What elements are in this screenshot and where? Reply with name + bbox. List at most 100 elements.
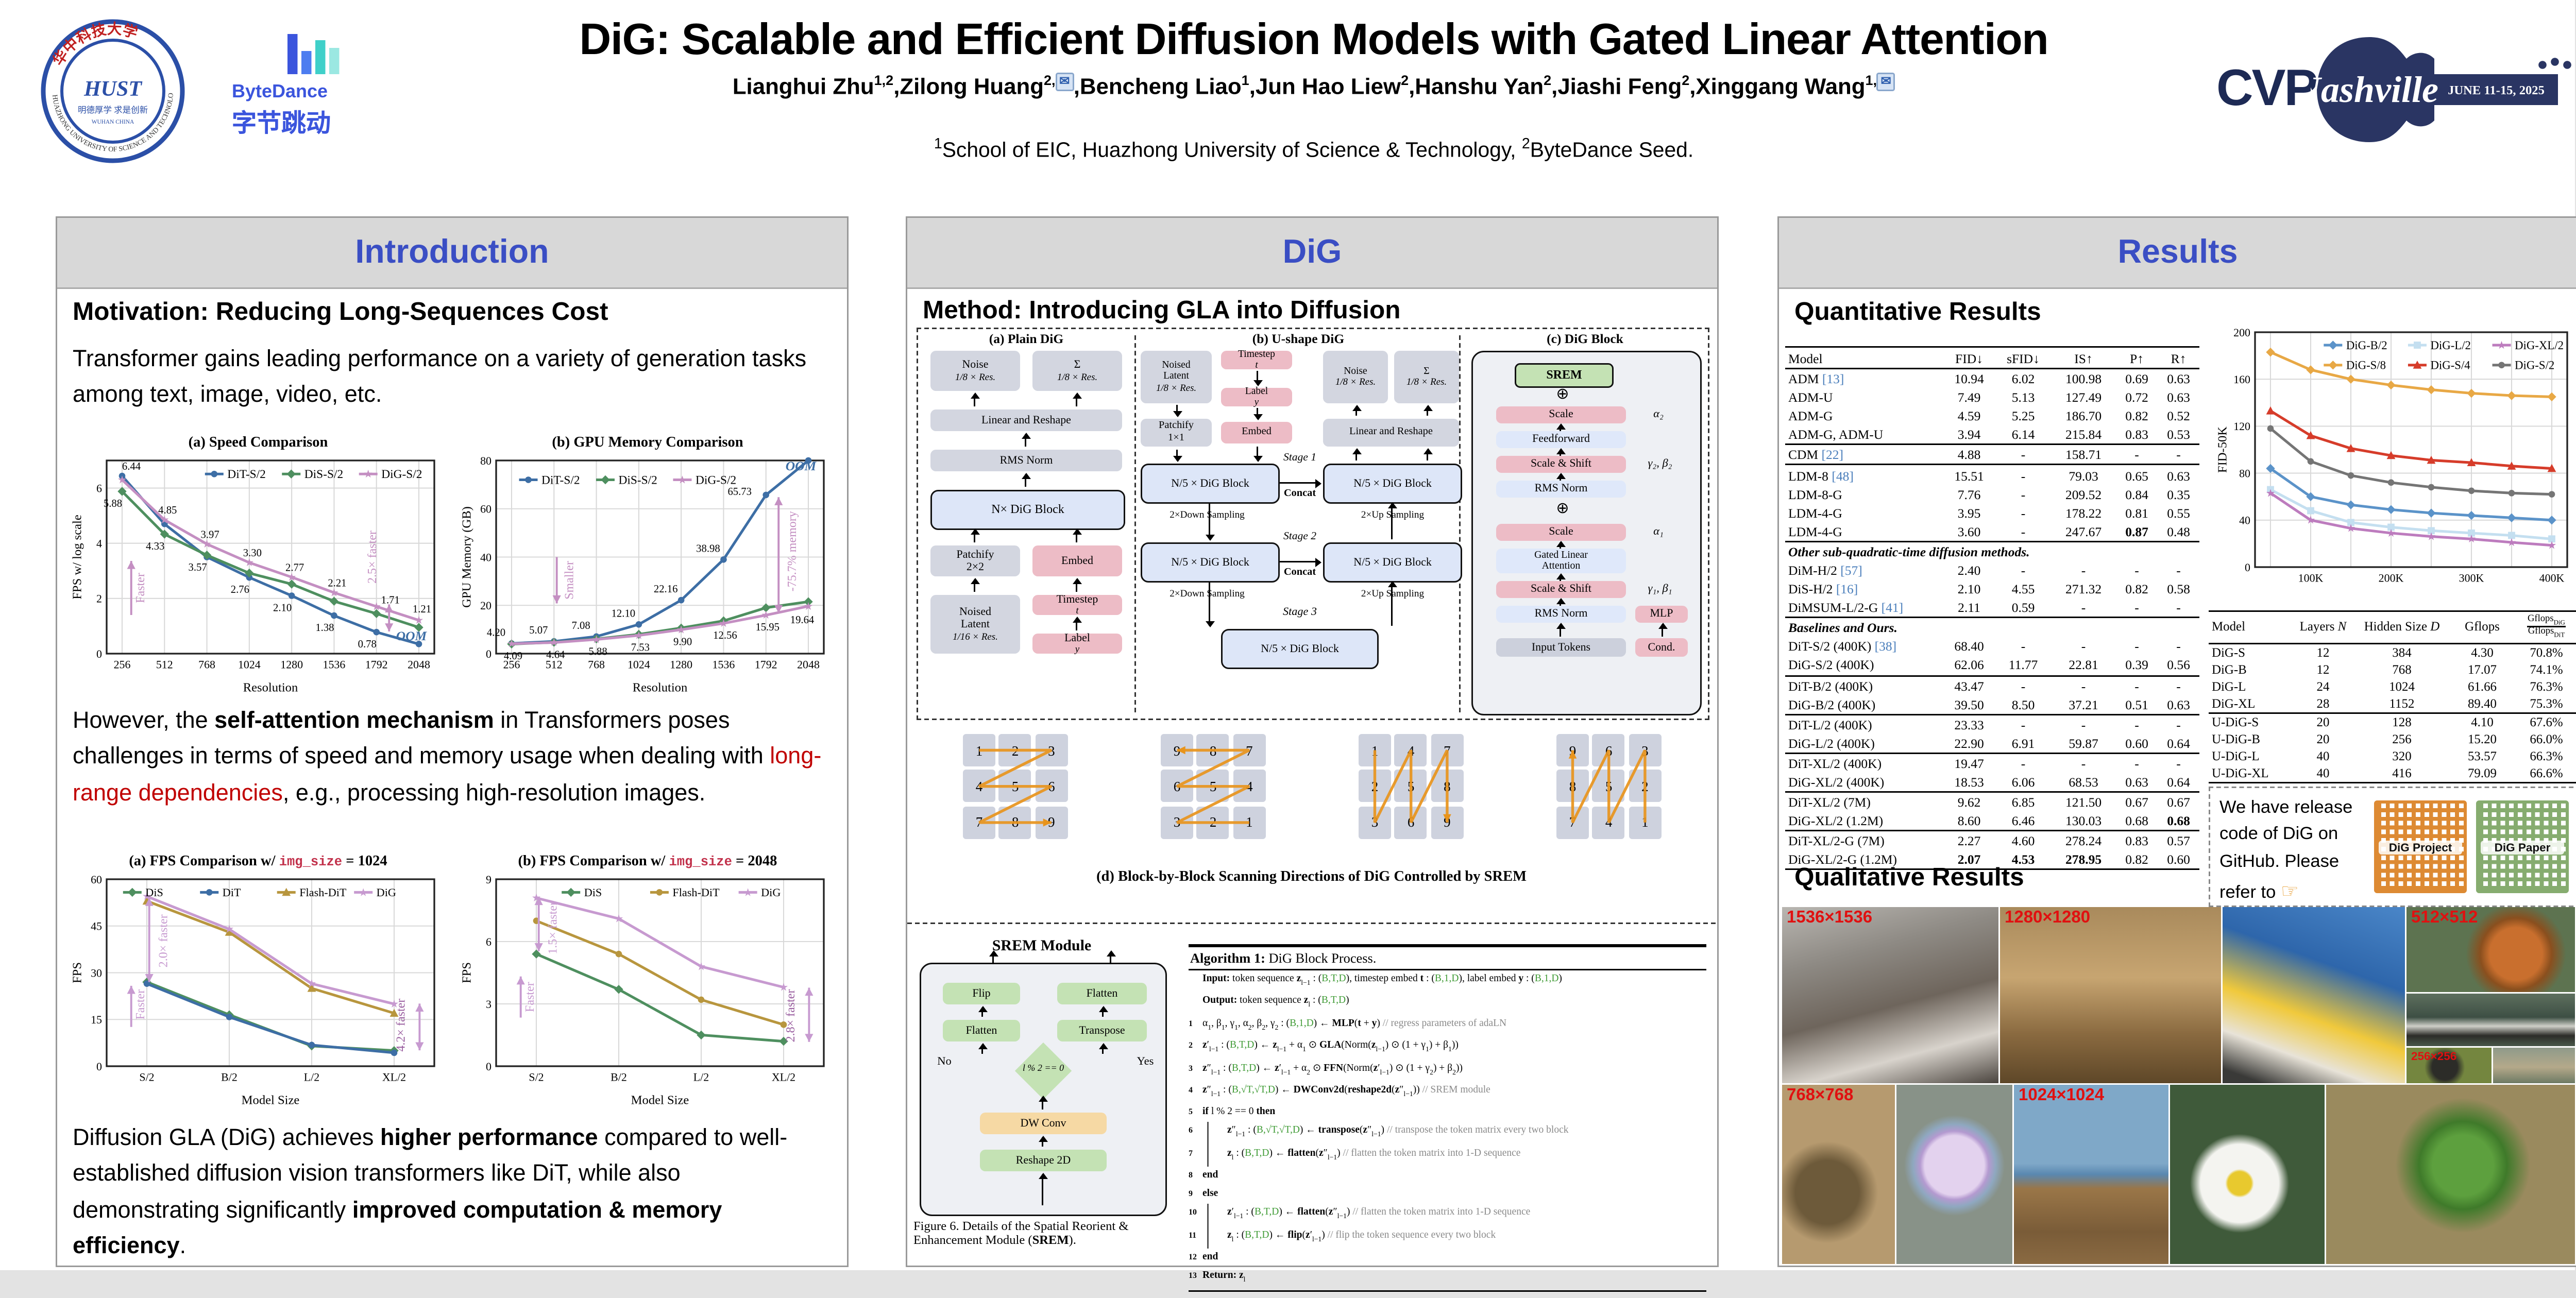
- svg-text:★: ★: [287, 571, 297, 584]
- algorithm-line: 7 zl : (B,T,D) ← flatten(z″l−1) // flatte…: [1189, 1145, 1706, 1167]
- svg-text:1792: 1792: [365, 658, 388, 671]
- method-column: DiG Method: Introducing GLA into Diffusi…: [906, 216, 1719, 1292]
- intro-paragraph-2: However, the self-attention mechanism in…: [73, 708, 822, 806]
- patchify-box: Patchify 2×2: [930, 545, 1020, 576]
- svg-text:DiG-XL/2: DiG-XL/2: [2515, 339, 2564, 352]
- svg-text:400K: 400K: [2539, 572, 2565, 585]
- intro-paragraph-1: Transformer gains leading performance on…: [73, 346, 807, 408]
- svg-text:15.95: 15.95: [755, 622, 779, 633]
- svg-text:1280: 1280: [280, 658, 303, 671]
- dig-block-box: N/5 × DiG Block: [1141, 464, 1280, 504]
- noise-box: Noise 1/8 × Res.: [930, 351, 1020, 391]
- svg-text:160: 160: [2233, 373, 2250, 386]
- downsample-label: 2×Down Sampling: [1170, 510, 1245, 521]
- svg-text:80: 80: [2239, 467, 2250, 480]
- svg-text:DiS: DiS: [584, 886, 602, 899]
- motivation-heading: Motivation: Reducing Long-Sequences Cost: [73, 298, 608, 326]
- svg-text:9.90: 9.90: [673, 637, 692, 648]
- svg-text:DiG-B/2: DiG-B/2: [2346, 339, 2387, 352]
- sample-image-pandas: [2406, 994, 2575, 1046]
- plain-dig-title: (a) Plain DiG: [989, 331, 1064, 346]
- dig-project-qr-code: DiG Project: [2374, 800, 2467, 893]
- svg-text:DiS-S/2: DiS-S/2: [618, 473, 657, 487]
- algorithm-title: Algorithm 1: DiG Block Process.: [1189, 944, 1706, 970]
- algorithm-line: 4 z″l−1 : (B,√T,√T,D) ← DWConv2d(reshape2…: [1189, 1084, 1490, 1098]
- input-tokens-box: Input Tokens: [1496, 638, 1626, 657]
- svg-text:★: ★: [359, 886, 368, 898]
- svg-text:5.88: 5.88: [588, 646, 607, 657]
- sigma-box: Σ 1/8 × Res.: [1394, 351, 1459, 403]
- sample-image-golden: 1280×1280: [2000, 907, 2221, 1083]
- embed-box: Embed: [1032, 545, 1122, 576]
- svg-text:XL/2: XL/2: [382, 1071, 406, 1084]
- svg-text:Resolution: Resolution: [243, 681, 298, 695]
- svg-text:0: 0: [96, 1060, 102, 1073]
- spec-table: Model Layers N Hidden Size D Gflops GflopsDi…: [2209, 610, 2576, 784]
- scan-caption: (d) Block-by-Block Scanning Directions o…: [1096, 870, 1527, 885]
- svg-text:S/2: S/2: [139, 1071, 154, 1084]
- method-section-header: DiG: [907, 218, 1717, 289]
- svg-text:OOM: OOM: [786, 458, 817, 473]
- gamma1-beta1-label: γ₁, β₁: [1648, 581, 1672, 595]
- qualitative-samples: 1536×1536 1280×1280 512×512 256×256 768×768 1…: [1782, 907, 2575, 1264]
- svg-text:6.44: 6.44: [122, 461, 141, 472]
- residual-add-icon: ⊕: [1556, 501, 1569, 518]
- algorithm-line: 10 z′l−1 : (B,T,D) ← flatten(z″l−1) // fl…: [1189, 1204, 1706, 1227]
- sample-image-daisy: [2170, 1085, 2325, 1264]
- concat-label: Concat: [1283, 567, 1316, 578]
- svg-text:80: 80: [480, 454, 492, 467]
- algorithm-line: 6 z″l−1 : (B,√T,√T,D) ← transpose(z″l−1) …: [1189, 1122, 1706, 1145]
- dig-paper-qr-code: DiG Paper: [2476, 800, 2569, 893]
- svg-text:256: 256: [503, 658, 520, 671]
- svg-text:4.85: 4.85: [158, 505, 177, 516]
- svg-text:★: ★: [614, 913, 624, 925]
- svg-text:2.21: 2.21: [328, 578, 346, 589]
- resolution-label: 256×256: [2411, 1049, 2457, 1063]
- noised-latent-box: Noised Latent 1/16 × Res.: [930, 595, 1020, 654]
- svg-text:5.07: 5.07: [529, 625, 548, 636]
- svg-text:6: 6: [96, 482, 102, 494]
- svg-text:1536: 1536: [713, 658, 735, 671]
- svg-text:Model Size: Model Size: [631, 1094, 689, 1107]
- svg-text:DiG: DiG: [761, 886, 781, 899]
- timestep-box: Timestep t: [1221, 349, 1292, 371]
- svg-text:★: ★: [804, 600, 814, 612]
- rms-norm-box: RMS Norm: [930, 450, 1122, 471]
- scale-box: Scale: [1496, 406, 1626, 423]
- sample-image-husky: 1536×1536: [1782, 907, 1998, 1083]
- svg-text:★: ★: [743, 886, 753, 898]
- svg-text:L/2: L/2: [693, 1071, 709, 1084]
- svg-text:6: 6: [486, 935, 492, 948]
- bytedance-cn: 字节跳动: [232, 111, 331, 138]
- feedforward-box: Feedforward: [1496, 431, 1626, 448]
- svg-text:0: 0: [486, 647, 492, 660]
- svg-text:★: ★: [591, 633, 601, 645]
- cvpr-city: Nashville: [2311, 69, 2438, 110]
- svg-text:DiG-S/2: DiG-S/2: [696, 473, 736, 487]
- svg-text:200: 200: [2233, 326, 2250, 339]
- svg-text:DiT: DiT: [223, 886, 241, 899]
- figure6-caption: Figure 6. Details of the Spatial Reorien…: [913, 1219, 1129, 1247]
- svg-text:DiG-L/2: DiG-L/2: [2430, 339, 2471, 352]
- svg-text:★: ★: [389, 998, 399, 1010]
- resolution-label: 1024×1024: [2019, 1086, 2105, 1105]
- svg-text:★: ★: [363, 468, 373, 480]
- svg-text:Flash-DiT: Flash-DiT: [672, 886, 720, 899]
- svg-text:512: 512: [156, 658, 173, 671]
- timestep-box: Timestep t: [1032, 592, 1122, 617]
- method-heading: Method: Introducing GLA into Diffusion: [923, 297, 1401, 324]
- patchify-box: Patchify 1×1: [1141, 419, 1212, 447]
- reshape-2d-box: Reshape 2D: [980, 1150, 1107, 1171]
- svg-text:★: ★: [634, 629, 643, 642]
- dig-block-box: N/5 × DiG Block: [1323, 542, 1462, 583]
- algorithm-line: 11 zl : (B,T,D) ← flip(z′l−1) // flip the…: [1189, 1226, 1706, 1249]
- svg-text:★: ★: [307, 978, 317, 990]
- svg-text:★: ★: [2467, 533, 2477, 545]
- svg-text:768: 768: [588, 658, 605, 671]
- svg-text:FID-50K: FID-50K: [2216, 426, 2230, 473]
- algorithm-body: Input: token sequence zl−1 : (B,T,D), ti…: [1189, 970, 1706, 1292]
- transpose-box: Transpose: [1057, 1020, 1147, 1041]
- dig-block-detail-title: (c) DiG Block: [1547, 331, 1623, 346]
